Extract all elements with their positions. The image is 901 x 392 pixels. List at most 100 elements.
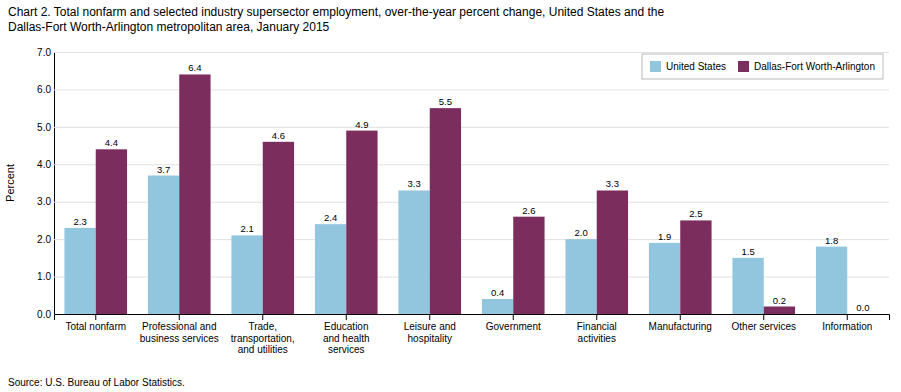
bar bbox=[513, 217, 544, 314]
x-tick: Leisure andhospitality bbox=[404, 314, 456, 344]
bar bbox=[398, 190, 429, 314]
y-tick-label: 6.0 bbox=[37, 84, 51, 95]
x-tick-label: Financialactivities bbox=[577, 321, 617, 344]
tick-mark bbox=[513, 314, 514, 320]
tick-mark bbox=[429, 314, 430, 320]
bar bbox=[315, 224, 346, 314]
data-label: 0.4 bbox=[491, 287, 504, 298]
legend: United StatesDallas-Fort Worth-Arlington bbox=[642, 54, 883, 79]
x-tick: Trade,transportation,and utilities bbox=[231, 314, 295, 355]
title: Chart 2. Total nonfarm and selected indu… bbox=[8, 5, 664, 34]
bar bbox=[231, 235, 262, 314]
tick-mark bbox=[763, 314, 764, 320]
y-tick-label: 1.0 bbox=[37, 271, 51, 282]
x-tick-label: Manufacturing bbox=[649, 321, 712, 332]
x-tick-label: Total nonfarm bbox=[65, 321, 126, 332]
data-label: 3.3 bbox=[407, 178, 420, 189]
y-tick-label: 3.0 bbox=[37, 196, 51, 207]
x-tick: Manufacturing bbox=[649, 314, 712, 332]
bar bbox=[816, 247, 847, 314]
x-tick: Educationand healthservices bbox=[323, 314, 370, 355]
bar bbox=[847, 314, 878, 315]
bar bbox=[649, 243, 680, 314]
x-tick: Professional andbusiness services bbox=[140, 314, 219, 344]
data-label: 2.4 bbox=[324, 212, 337, 223]
tick-mark bbox=[262, 314, 263, 320]
x-tick-label: Government bbox=[486, 321, 541, 332]
data-label: 2.6 bbox=[522, 205, 535, 216]
bar bbox=[430, 108, 461, 314]
tick-mark bbox=[596, 314, 597, 320]
x-tick-label-line: Education bbox=[324, 321, 368, 332]
x-tick-label-line: business services bbox=[140, 333, 219, 344]
annotation: Source: U.S. Bureau of Labor Statistics. bbox=[8, 377, 185, 388]
x-tick-label-line: Government bbox=[486, 321, 541, 332]
bar bbox=[263, 142, 294, 314]
x-axis: Total nonfarm Professional andbusiness se… bbox=[55, 314, 890, 355]
data-label: 2.1 bbox=[240, 223, 253, 234]
y-tick: 6.0 bbox=[37, 84, 889, 95]
bar bbox=[565, 239, 596, 314]
bar bbox=[680, 220, 711, 314]
x-tick-label-line: Leisure and bbox=[404, 321, 456, 332]
x-tick-label: Leisure andhospitality bbox=[404, 321, 456, 344]
x-tick-label: Trade,transportation,and utilities bbox=[231, 321, 295, 355]
tick-mark bbox=[95, 314, 96, 320]
title-line: Dallas-Fort Worth-Arlington metropolitan… bbox=[8, 20, 330, 34]
bar bbox=[764, 307, 795, 314]
grid-line bbox=[54, 52, 889, 53]
x-tick: Total nonfarm bbox=[65, 314, 126, 332]
legend-frame bbox=[642, 54, 883, 79]
bar-series bbox=[96, 74, 795, 314]
bar bbox=[64, 228, 95, 314]
plot: 0.0 1.0 2.0 3.0 4.0 5.0 6.0 7.0 Total nonfarm Pro… bbox=[37, 47, 889, 355]
x-tick-label-line: Trade, bbox=[248, 321, 277, 332]
chart: Chart 2. Total nonfarm and selected indu… bbox=[0, 0, 901, 392]
x-tick-label-line: Professional and bbox=[142, 321, 217, 332]
y-axis-title: Percent bbox=[4, 164, 16, 202]
x-tick: Financialactivities bbox=[577, 314, 617, 344]
data-label: 2.5 bbox=[689, 208, 702, 219]
tick-mark bbox=[680, 314, 681, 320]
x-tick-label-line: Information bbox=[822, 321, 872, 332]
tick-mark bbox=[847, 314, 848, 320]
bar bbox=[179, 74, 210, 314]
y-tick-label: 2.0 bbox=[37, 234, 51, 245]
bar bbox=[482, 299, 513, 314]
x-tick-label-line: Other services bbox=[732, 321, 796, 332]
data-label: 6.4 bbox=[188, 62, 201, 73]
x-tick: Government bbox=[486, 314, 541, 332]
data-label: 0.0 bbox=[856, 302, 869, 313]
x-tick-label-line: hospitality bbox=[408, 333, 452, 344]
legend-label: Dallas-Fort Worth-Arlington bbox=[754, 61, 875, 72]
tick-mark bbox=[346, 314, 347, 320]
data-label: 4.6 bbox=[272, 130, 285, 141]
x-tick-label-line: Total nonfarm bbox=[65, 321, 126, 332]
bar bbox=[148, 176, 179, 314]
legend-swatch bbox=[650, 61, 661, 72]
x-tick: Information bbox=[822, 314, 872, 332]
y-axis: 0.0 1.0 2.0 3.0 4.0 5.0 6.0 7.0 bbox=[37, 47, 889, 320]
data-label: 1.5 bbox=[741, 246, 754, 257]
y-tick: 5.0 bbox=[37, 122, 889, 133]
data-label: 1.8 bbox=[825, 235, 838, 246]
x-tick-label: Information bbox=[822, 321, 872, 332]
x-tick-label: Professional andbusiness services bbox=[140, 321, 219, 344]
data-label: 4.9 bbox=[355, 119, 368, 130]
bar bbox=[732, 258, 763, 314]
x-tick-label-line: and utilities bbox=[238, 344, 288, 355]
x-axis-line bbox=[55, 315, 890, 321]
x-tick-label: Other services bbox=[732, 321, 796, 332]
data-label: 3.7 bbox=[157, 164, 170, 175]
data-labels: 2.33.72.12.43.30.42.01.91.51.84.46.44.64… bbox=[73, 62, 869, 313]
y-tick-label: 4.0 bbox=[37, 159, 51, 170]
x-tick: Other services bbox=[732, 314, 796, 332]
y-tick-label: 7.0 bbox=[37, 47, 51, 58]
title-line: Chart 2. Total nonfarm and selected indu… bbox=[8, 5, 664, 19]
data-label: 2.0 bbox=[574, 227, 587, 238]
y-axis-line bbox=[55, 53, 890, 315]
y-tick-label: 0.0 bbox=[37, 309, 51, 320]
x-tick-label-line: services bbox=[328, 344, 365, 355]
x-tick-label-line: and health bbox=[323, 333, 370, 344]
data-label: 4.4 bbox=[105, 137, 118, 148]
